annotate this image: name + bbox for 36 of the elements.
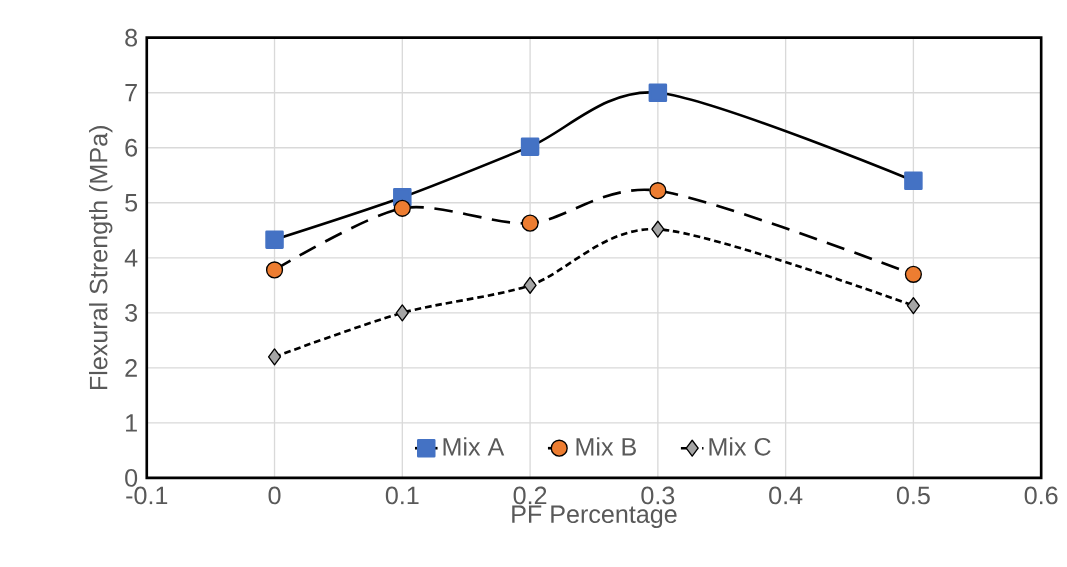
x-tick-label: -0.1 [126, 486, 168, 505]
y-tick-label: 3 [125, 303, 138, 322]
point [265, 230, 284, 249]
x-tick-label: 0.2 [513, 486, 547, 505]
x-tick-label: 0.3 [641, 486, 675, 505]
y-tick-label: 8 [125, 28, 138, 47]
point [651, 220, 665, 238]
point [523, 276, 537, 294]
point [649, 181, 667, 200]
legend-label: Mix B [576, 437, 636, 456]
x-tick-label: 0.1 [385, 486, 419, 505]
y-tick-label: 1 [126, 414, 137, 432]
point [906, 297, 921, 315]
legend-label: Mix A [443, 437, 505, 456]
point [520, 137, 540, 156]
point [904, 171, 923, 190]
point [395, 304, 409, 322]
x-axis-title: PF Percentage [512, 505, 677, 528]
legend-label: Mix C [709, 437, 771, 456]
point [267, 348, 282, 366]
x-tick-label: 0 [268, 486, 281, 505]
y-tick-label: 4 [124, 249, 138, 267]
point [648, 83, 668, 102]
x-tick-label: 0.6 [1024, 486, 1058, 505]
x-tick-label: 0.5 [896, 486, 930, 505]
point [521, 214, 539, 232]
y-axis-title: Flexural Strength (MPa) [89, 126, 113, 389]
point [265, 261, 284, 279]
y-tick-label: 6 [125, 138, 138, 157]
y-tick-label: 5 [125, 193, 138, 212]
y-tick-label: 0 [125, 468, 138, 487]
y-tick-label: 2 [125, 359, 137, 377]
y-tick-label: 7 [125, 83, 137, 102]
point [904, 265, 922, 283]
x-tick-label: 0.4 [769, 486, 803, 505]
point [393, 199, 411, 217]
